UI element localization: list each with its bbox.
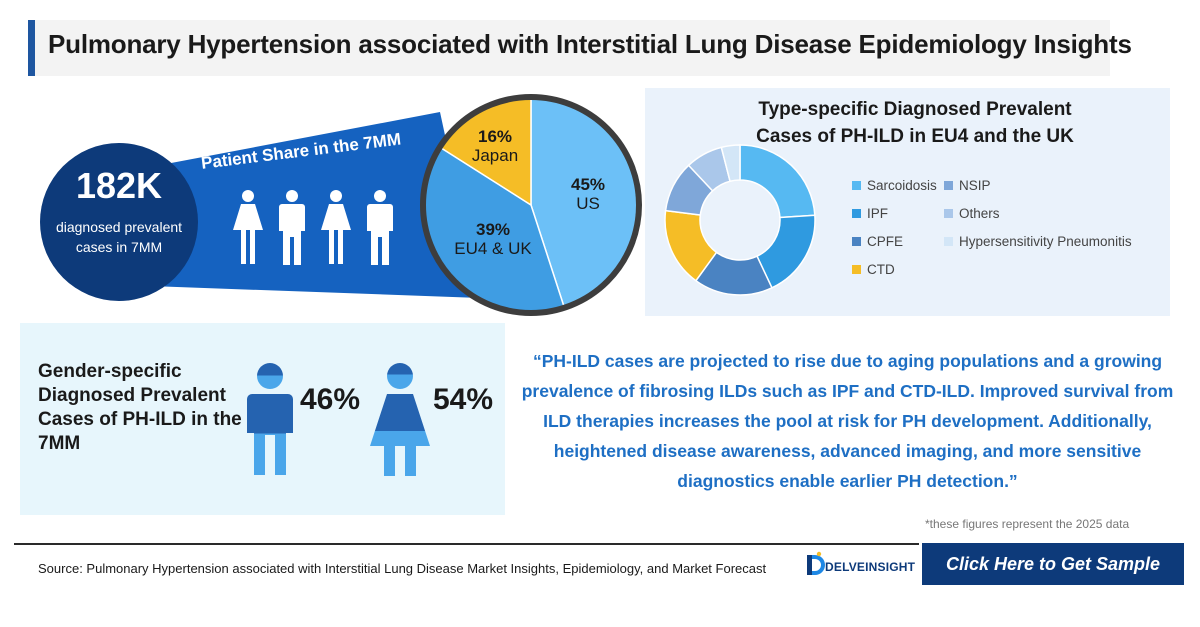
delveinsight-logo[interactable]: DELVEINSIGHT [805, 551, 915, 581]
summary-number: 182K [75, 165, 163, 206]
female-percent: 54% [433, 383, 494, 416]
male-figure-icon [247, 363, 293, 475]
gender-title: Gender-specific Diagnosed Prevalent Case… [38, 361, 242, 454]
legend-label: CPFE [867, 234, 904, 249]
title-accent-bar [28, 20, 35, 76]
legend-swatch [944, 236, 953, 246]
type-donut-chart [664, 144, 816, 296]
legend-label: IPF [867, 206, 889, 221]
female-person-icon [233, 190, 263, 264]
legend-item-ipf: IPF [852, 206, 888, 221]
legend-item-ctd: CTD [852, 262, 895, 277]
pie-label-eu: 39% EU4 & UK [428, 220, 558, 258]
legend-label: CTD [867, 262, 895, 277]
donut-title: Type-specific Diagnosed Prevalent Cases … [700, 96, 1130, 150]
summary-circle: 182K diagnosed prevalent cases in 7MM [40, 143, 198, 301]
legend-item-hypersensitivity-pneumonitis: Hypersensitivity Pneumonitis [944, 234, 1132, 249]
legend-label: Others [959, 206, 1000, 221]
female-person-icon [321, 190, 351, 264]
legend-label: Hypersensitivity Pneumonitis [959, 234, 1132, 249]
legend-label: Sarcoidosis [867, 178, 937, 193]
pie-label-japan-name: Japan [471, 146, 519, 165]
logo-text: DELVEINSIGHT [825, 560, 916, 574]
slice-sarcoidosis [739, 144, 816, 219]
legend-item-others: Others [944, 206, 1000, 221]
patient-share-pie [420, 94, 642, 316]
page-title: Pulmonary Hypertension associated with I… [48, 29, 1132, 59]
legend-swatch [852, 180, 861, 190]
male-person-icon [367, 190, 393, 265]
female-figure-icon [370, 363, 430, 476]
legend-swatch [852, 208, 861, 218]
legend-swatch [944, 208, 953, 218]
legend-swatch [852, 264, 861, 274]
legend-item-cpfe: CPFE [852, 234, 903, 249]
male-person-icon [279, 190, 305, 265]
legend-swatch [944, 180, 953, 190]
pie-label-japan-pct: 16% [477, 127, 513, 146]
slice-hypersensitivity-pneumonitis [720, 144, 741, 183]
pie-label-eu-name: EU4 & UK [454, 239, 532, 258]
logo-mark-icon [807, 551, 825, 575]
male-percent: 46% [300, 383, 361, 416]
sample-page-button[interactable]: Click Here to Get Sample Page [922, 543, 1184, 616]
pie-label-japan: 16% Japan [452, 127, 538, 165]
funnel-shape [150, 112, 480, 298]
source-text: Source: Pulmonary Hypertension associate… [38, 561, 767, 576]
pie-label-us: 45% US [543, 175, 633, 213]
legend-label: NSIP [959, 178, 991, 193]
donut-title-line2: Cases of PH-ILD in EU4 and the UK [756, 126, 1074, 147]
expert-quote: “PH-ILD cases are projected to rise due … [521, 351, 1174, 491]
pie-label-us-name: US [576, 194, 600, 213]
data-footnote: *these figures represent the 2025 data [925, 517, 1130, 531]
footer-rule [14, 543, 919, 545]
summary-label: diagnosed prevalent cases in 7MM [55, 219, 183, 255]
legend-item-nsip: NSIP [944, 178, 991, 193]
legend-item-sarcoidosis: Sarcoidosis [852, 178, 937, 193]
pie-outline [420, 94, 642, 316]
pie-label-us-pct: 45% [570, 175, 606, 194]
funnel-band [150, 112, 480, 298]
people-icons [233, 190, 393, 265]
pie-label-eu-pct: 39% [475, 220, 511, 239]
legend-swatch [852, 236, 861, 246]
title-bar [28, 20, 1110, 76]
donut-title-line1: Type-specific Diagnosed Prevalent [758, 99, 1072, 120]
